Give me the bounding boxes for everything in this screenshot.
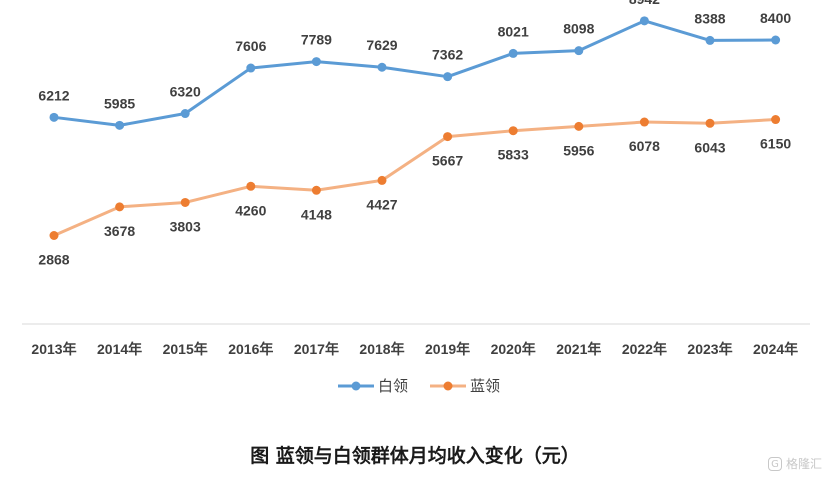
- series-line-2: [52, 118, 778, 237]
- data-point: [377, 62, 387, 72]
- x-tick-label: 2017年: [294, 341, 339, 357]
- legend-label-1: 白领: [378, 377, 408, 395]
- x-tick-label: 2019年: [425, 341, 470, 357]
- data-point: [377, 175, 387, 185]
- line-chart: 2013年 2014年 2015年 2016年 2017年 2018年 2019年 2020年…: [22, 0, 810, 395]
- watermark-logo-icon: G: [767, 456, 782, 471]
- data-point: [574, 121, 584, 131]
- data-point: [246, 181, 256, 191]
- data-label: 3803: [170, 218, 201, 234]
- data-point: [639, 16, 649, 26]
- x-tick-label: 2022年: [622, 341, 667, 357]
- data-label: 5956: [563, 142, 594, 158]
- data-label: 5667: [432, 153, 463, 169]
- data-label: 8942: [629, 0, 660, 7]
- watermark-text: 格隆汇: [785, 457, 822, 471]
- watermark: G 格隆汇: [767, 455, 822, 472]
- data-point: [49, 112, 59, 122]
- x-tick-label: 2015年: [163, 341, 208, 357]
- data-label: 6320: [170, 84, 201, 100]
- figure-caption: 图 蓝领与白领群体月均收入变化（元）: [250, 445, 580, 467]
- data-label: 4260: [235, 202, 266, 218]
- data-label: 5985: [104, 95, 135, 111]
- legend-marker-2: [443, 381, 453, 391]
- data-label: 8021: [498, 23, 529, 39]
- data-point: [246, 63, 256, 73]
- data-label: 3678: [104, 223, 135, 239]
- data-label: 2868: [38, 252, 69, 268]
- data-point: [508, 48, 518, 58]
- x-tick-label: 2016年: [228, 341, 273, 357]
- data-label: 7362: [432, 47, 463, 63]
- data-label: 6212: [38, 87, 69, 103]
- data-label: 4427: [366, 196, 397, 212]
- data-label: 7629: [366, 37, 397, 53]
- data-point: [180, 109, 190, 119]
- data-label: 8400: [760, 10, 791, 26]
- data-point: [443, 132, 453, 142]
- data-point: [115, 120, 125, 130]
- x-tick-label: 2020年: [491, 341, 536, 357]
- x-tick-label: 2021年: [556, 341, 601, 357]
- data-point: [508, 126, 518, 136]
- data-label: 6150: [760, 136, 791, 152]
- data-label: 6078: [629, 138, 660, 154]
- legend-marker-1: [351, 381, 361, 391]
- data-label: 7789: [301, 32, 332, 48]
- data-label: 7606: [235, 38, 266, 54]
- data-point: [115, 202, 125, 212]
- data-point: [49, 231, 59, 240]
- data-point: [771, 35, 781, 45]
- data-label: 5833: [498, 147, 529, 163]
- data-label: 4148: [301, 206, 332, 222]
- data-label: 8098: [563, 21, 594, 37]
- x-tick-label: 2023年: [687, 341, 732, 357]
- x-tick-label: 2024年: [753, 341, 798, 357]
- data-point: [180, 197, 190, 207]
- data-label: 8388: [694, 10, 725, 26]
- data-point: [443, 72, 453, 82]
- series-line-1: [52, 19, 778, 127]
- x-tick-label: 2013年: [31, 341, 76, 357]
- data-point: [574, 46, 584, 56]
- data-point: [639, 117, 649, 127]
- data-point: [771, 115, 781, 125]
- data-point: [705, 35, 715, 45]
- data-label: 6043: [694, 139, 725, 155]
- data-point: [311, 57, 321, 67]
- x-tick-label: 2018年: [359, 341, 404, 357]
- data-point: [311, 185, 321, 195]
- data-point: [705, 118, 715, 128]
- x-tick-label: 2014年: [97, 341, 142, 357]
- legend-label-2: 蓝领: [470, 377, 500, 395]
